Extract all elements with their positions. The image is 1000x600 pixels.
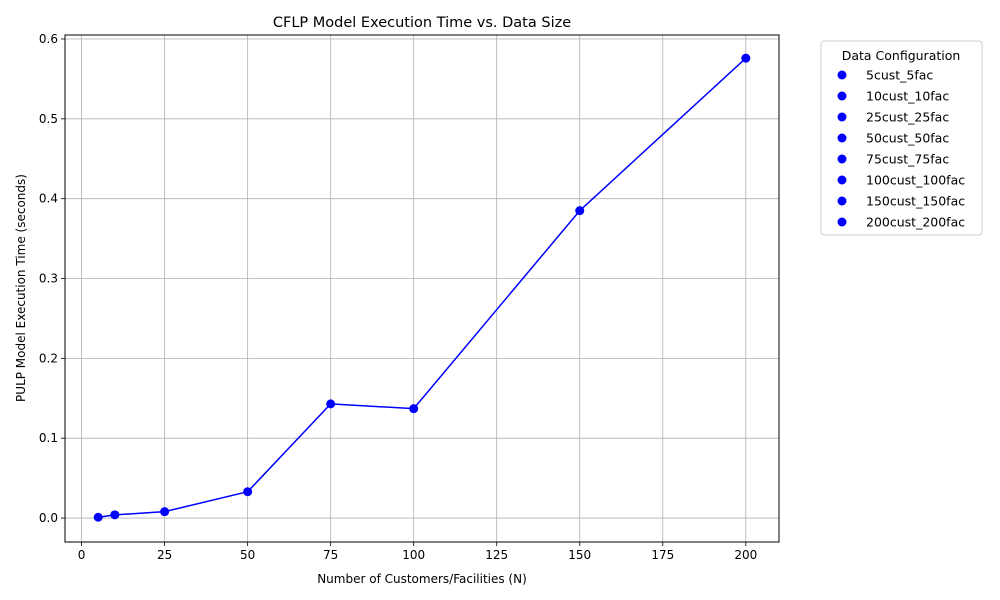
legend-marker [837, 175, 847, 185]
y-axis-label: PULP Model Execution Time (seconds) [14, 174, 28, 402]
legend-entry-label: 200cust_200fac [866, 215, 965, 230]
y-tick-label: 0.4 [39, 192, 58, 206]
y-tick-label: 0.3 [39, 272, 58, 286]
legend: Data Configuration 5cust_5fac 10cust_10fa… [820, 40, 983, 236]
grid [65, 35, 779, 542]
legend-marker [837, 196, 847, 206]
legend-entry-label: 75cust_75fac [866, 152, 949, 167]
legend-entry-label: 150cust_150fac [866, 194, 965, 209]
x-tick-label: 200 [734, 548, 757, 562]
data-point [409, 404, 419, 414]
legend-title: Data Configuration [842, 48, 961, 63]
legend-marker [837, 133, 847, 143]
legend-entry-label: 50cust_50fac [866, 131, 949, 146]
data-point [243, 487, 253, 497]
data-point [326, 399, 336, 409]
x-tick-label: 125 [485, 548, 508, 562]
data-point [575, 206, 585, 216]
y-tick-label: 0.2 [39, 351, 58, 365]
data-point [110, 510, 120, 520]
legend-marker [837, 217, 847, 227]
data-point [160, 507, 170, 517]
legend-entry-label: 25cust_25fac [866, 110, 949, 125]
legend-marker [837, 70, 847, 80]
legend-entry-label: 100cust_100fac [866, 173, 965, 188]
x-tick-label: 50 [240, 548, 255, 562]
data-point [741, 53, 751, 63]
series-line [98, 57, 747, 518]
data-point [93, 512, 103, 522]
x-tick-label: 175 [651, 548, 674, 562]
y-tick-label: 0.0 [39, 511, 58, 525]
x-tick-label: 0 [78, 548, 86, 562]
legend-box [820, 40, 983, 236]
x-axis-label: Number of Customers/Facilities (N) [317, 572, 527, 586]
x-tick-label: 25 [157, 548, 172, 562]
y-tick-label: 0.5 [39, 112, 58, 126]
data-series [93, 53, 751, 522]
chart-title: CFLP Model Execution Time vs. Data Size [273, 15, 571, 31]
legend-entry-label: 10cust_10fac [866, 89, 949, 104]
y-tick-label: 0.6 [39, 32, 58, 46]
x-tick-label: 75 [323, 548, 338, 562]
x-tick-label: 100 [402, 548, 425, 562]
legend-marker [837, 91, 847, 101]
legend-entry-label: 5cust_5fac [866, 68, 933, 83]
y-tick-label: 0.1 [39, 431, 58, 445]
legend-marker [837, 112, 847, 122]
plot-area-frame [64, 34, 780, 543]
axes: 0 25 50 75 100 125 150 175 200 0.0 0.1 0.2 0.3 0.4 0.5… [39, 32, 757, 562]
x-tick-label: 150 [568, 548, 591, 562]
legend-marker [837, 154, 847, 164]
